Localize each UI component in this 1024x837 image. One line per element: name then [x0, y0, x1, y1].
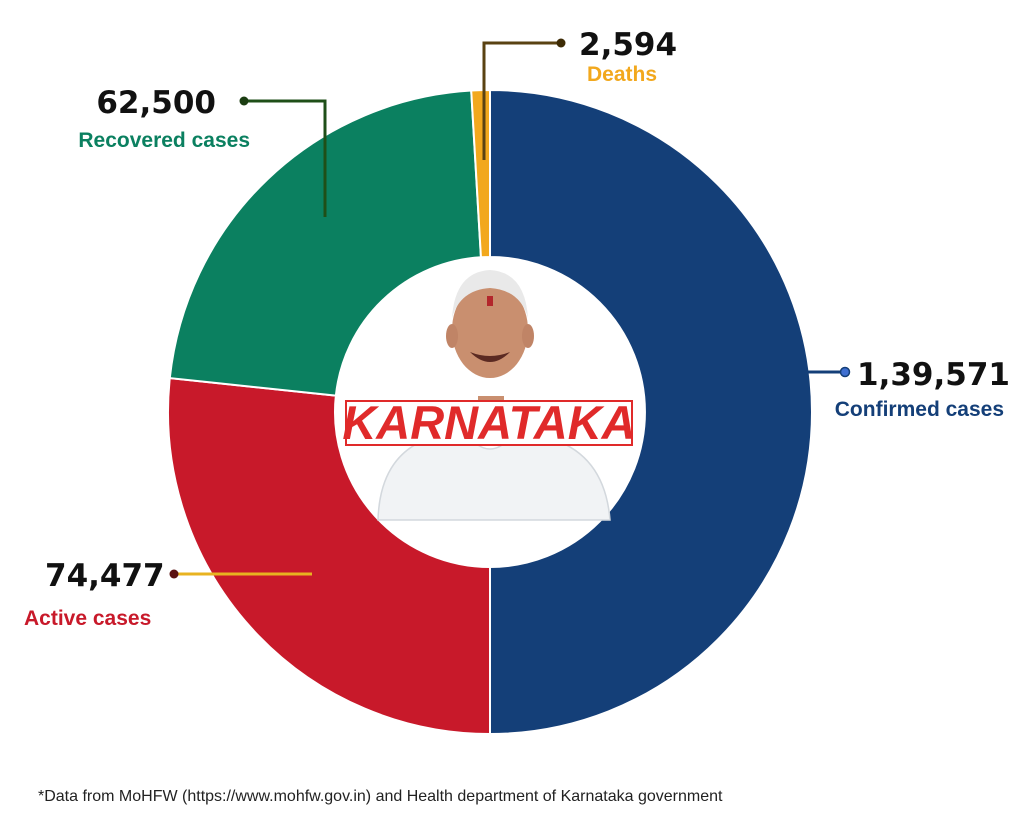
leader-dot-confirmed — [839, 366, 851, 378]
center-portrait-image — [377, 270, 611, 521]
slice-active — [167, 376, 491, 736]
leader-dot-deaths — [556, 38, 566, 48]
value-label-deaths: 2,594 — [579, 27, 677, 63]
leader-line-deaths — [482, 41, 561, 160]
value-label-confirmed: 1,39,571 — [857, 357, 1010, 393]
donut-slices — [167, 88, 813, 736]
center-title-box: KARNATAKA — [342, 396, 635, 449]
category-label-active: Active cases — [24, 607, 151, 630]
value-label-active: 74,477 — [45, 558, 165, 594]
slice-recovered — [168, 89, 483, 397]
leader-dot-active — [169, 569, 179, 579]
center-title: KARNATAKA — [342, 396, 635, 449]
source-footnote: *Data from MoHFW (https://www.mohfw.gov.… — [38, 788, 723, 805]
value-label-recovered: 62,500 — [96, 85, 216, 121]
leader-line-recovered — [244, 99, 327, 217]
slice-confirmed — [489, 88, 813, 736]
leader-lines — [169, 38, 851, 579]
leader-dot-recovered — [239, 96, 249, 106]
category-label-recovered: Recovered cases — [78, 129, 250, 152]
category-label-deaths: Deaths — [587, 63, 657, 86]
category-label-confirmed: Confirmed cases — [835, 398, 1004, 421]
slice-labels: 1,39,571 Confirmed cases 74,477 Active c… — [24, 27, 1010, 630]
